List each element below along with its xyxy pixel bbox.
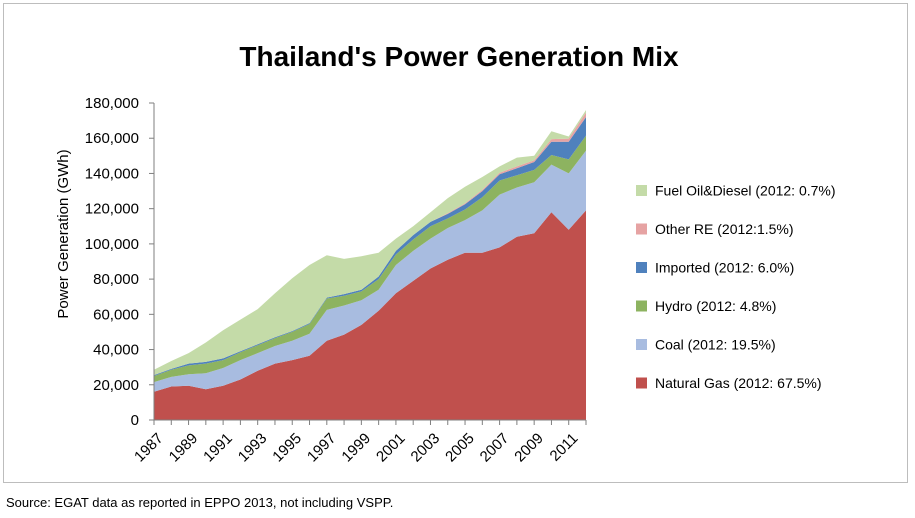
y-tick-label: 100,000 — [85, 236, 139, 253]
axes — [153, 103, 586, 421]
x-tick-label: 2011 — [547, 430, 582, 465]
x-tick-label: 1989 — [166, 430, 202, 466]
y-axis-label: Power Generation (GWh) — [55, 149, 72, 318]
y-tick-label: 80,000 — [93, 271, 139, 288]
y-tick-label: 60,000 — [93, 306, 139, 323]
y-tick-label: 180,000 — [85, 95, 139, 112]
legend: Fuel Oil&Diesel (2012: 0.7%) Other RE (20… — [636, 183, 836, 391]
y-tick-label: 120,000 — [85, 201, 139, 218]
x-tick-label: 2005 — [442, 430, 478, 466]
x-tick-label: 1991 — [200, 430, 236, 466]
legend-swatch — [636, 262, 647, 273]
legend-entry: Coal (2012: 19.5%) — [655, 337, 776, 353]
legend-entry: Fuel Oil&Diesel (2012: 0.7%) — [655, 183, 836, 199]
x-tick-label: 1993 — [235, 430, 271, 466]
y-tick-label: 160,000 — [85, 130, 139, 147]
y-tick-label: 40,000 — [93, 342, 139, 359]
area-series-1 — [154, 150, 586, 392]
x-tick-label: 1987 — [131, 430, 167, 466]
y-tick-label: 140,000 — [85, 165, 139, 182]
y-tick-label: 20,000 — [93, 377, 139, 394]
x-tick-labels: 1987198919911993199519971999200120032005… — [131, 420, 587, 466]
area-series-0 — [154, 210, 586, 420]
x-tick-label: 1995 — [269, 430, 305, 466]
plot-areas — [154, 110, 586, 420]
chart-canvas: Thailand's Power Generation Mix 0 20,000 4… — [55, 41, 836, 466]
legend-swatch — [636, 300, 647, 312]
x-tick-label: 2001 — [373, 430, 409, 466]
y-tick-labels: 0 20,000 40,000 60,000 80,000 100,000 120,000 1… — [85, 95, 154, 429]
x-tick-label: 2007 — [477, 430, 513, 466]
legend-swatch — [636, 377, 647, 389]
x-tick-label: 2009 — [511, 430, 547, 466]
x-tick-label: 1997 — [304, 430, 340, 466]
chart-frame: Thailand's Power Generation Mix 0 20,000 4… — [3, 3, 908, 483]
legend-entry: Natural Gas (2012: 67.5%) — [655, 375, 822, 391]
legend-swatch — [636, 223, 647, 235]
source-note: Source: EGAT data as reported in EPPO 20… — [6, 495, 394, 510]
legend-entry: Other RE (2012:1.5%) — [655, 221, 794, 237]
legend-swatch — [636, 339, 647, 350]
area-series-5 — [154, 110, 586, 376]
y-tick-label: 0 — [131, 412, 139, 429]
legend-entry: Hydro (2012: 4.8%) — [655, 298, 776, 314]
chart-title: Thailand's Power Generation Mix — [239, 41, 679, 72]
legend-swatch — [636, 185, 647, 196]
legend-entry: Imported (2012: 6.0%) — [655, 260, 794, 276]
x-tick-label: 1999 — [338, 430, 374, 466]
x-tick-label: 2003 — [408, 430, 444, 466]
